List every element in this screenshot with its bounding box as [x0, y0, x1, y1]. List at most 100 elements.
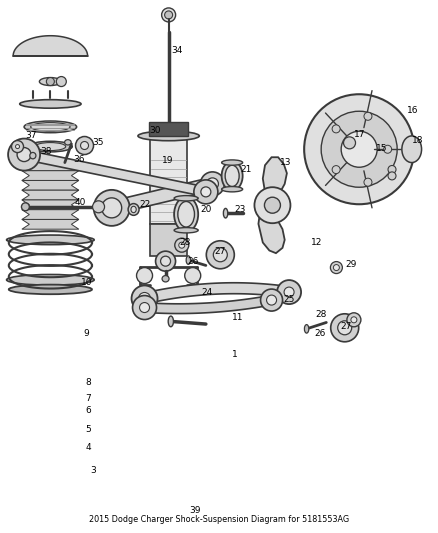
- Text: 10: 10: [81, 278, 92, 287]
- Circle shape: [277, 280, 301, 304]
- Text: 36: 36: [74, 156, 85, 164]
- Ellipse shape: [174, 228, 198, 233]
- Text: 37: 37: [25, 132, 37, 140]
- Text: 23: 23: [234, 205, 246, 214]
- Circle shape: [75, 136, 94, 155]
- Ellipse shape: [131, 206, 136, 213]
- Text: 40: 40: [74, 198, 86, 207]
- Circle shape: [343, 137, 356, 149]
- Circle shape: [8, 139, 40, 171]
- Text: 17: 17: [354, 131, 365, 139]
- Text: 28: 28: [180, 238, 191, 247]
- FancyBboxPatch shape: [150, 136, 187, 224]
- Text: 24: 24: [201, 288, 213, 296]
- Circle shape: [261, 289, 283, 311]
- Circle shape: [11, 141, 24, 152]
- Text: 8: 8: [85, 378, 91, 387]
- Text: 27: 27: [341, 322, 352, 330]
- Circle shape: [201, 172, 224, 196]
- Text: 15: 15: [376, 144, 387, 152]
- Ellipse shape: [168, 316, 173, 327]
- Ellipse shape: [7, 235, 94, 245]
- Text: 6: 6: [85, 406, 91, 415]
- Ellipse shape: [178, 201, 194, 227]
- Circle shape: [165, 11, 173, 19]
- Text: 16: 16: [407, 107, 419, 115]
- Ellipse shape: [65, 140, 71, 145]
- Polygon shape: [22, 209, 79, 220]
- Circle shape: [254, 187, 290, 223]
- Ellipse shape: [174, 196, 198, 201]
- Text: 4: 4: [85, 443, 91, 452]
- Circle shape: [155, 251, 176, 271]
- Ellipse shape: [223, 208, 228, 218]
- Circle shape: [332, 166, 340, 174]
- Circle shape: [265, 197, 280, 213]
- Text: 34: 34: [171, 46, 182, 55]
- Text: 5: 5: [85, 425, 91, 433]
- Text: 20: 20: [201, 205, 212, 214]
- Circle shape: [17, 148, 31, 161]
- Ellipse shape: [20, 100, 81, 108]
- Circle shape: [321, 111, 397, 187]
- Ellipse shape: [222, 160, 243, 165]
- Text: 30: 30: [149, 126, 160, 135]
- Ellipse shape: [30, 152, 36, 159]
- Circle shape: [384, 145, 392, 154]
- Ellipse shape: [128, 204, 139, 215]
- Text: 38: 38: [40, 148, 52, 156]
- Polygon shape: [22, 200, 79, 209]
- Text: 7: 7: [85, 394, 91, 403]
- Circle shape: [331, 314, 359, 342]
- Text: 9: 9: [83, 329, 89, 337]
- Ellipse shape: [7, 274, 94, 285]
- Circle shape: [185, 268, 201, 284]
- FancyBboxPatch shape: [150, 224, 187, 256]
- Polygon shape: [22, 161, 79, 171]
- Circle shape: [94, 190, 130, 226]
- Text: 29: 29: [345, 261, 357, 269]
- Ellipse shape: [24, 121, 77, 133]
- Circle shape: [46, 77, 54, 86]
- Circle shape: [194, 180, 218, 204]
- Circle shape: [333, 264, 339, 271]
- Circle shape: [162, 8, 176, 22]
- Text: 25: 25: [284, 295, 295, 304]
- Text: 19: 19: [162, 157, 173, 165]
- Ellipse shape: [39, 77, 61, 86]
- Circle shape: [81, 141, 88, 150]
- Text: 22: 22: [139, 200, 151, 208]
- Ellipse shape: [222, 161, 243, 191]
- Ellipse shape: [28, 141, 72, 152]
- Polygon shape: [13, 36, 88, 56]
- Polygon shape: [22, 190, 79, 200]
- Ellipse shape: [9, 285, 92, 294]
- Circle shape: [138, 293, 151, 304]
- Circle shape: [201, 187, 211, 197]
- Ellipse shape: [402, 136, 421, 163]
- Circle shape: [102, 198, 122, 218]
- Text: 26: 26: [314, 329, 326, 337]
- Circle shape: [351, 317, 357, 323]
- Polygon shape: [145, 295, 272, 313]
- Ellipse shape: [35, 143, 66, 151]
- Ellipse shape: [138, 131, 199, 141]
- Circle shape: [133, 295, 156, 320]
- Circle shape: [140, 303, 149, 312]
- Text: 11: 11: [232, 313, 244, 321]
- Polygon shape: [22, 220, 79, 229]
- Circle shape: [304, 94, 414, 204]
- Circle shape: [347, 313, 361, 327]
- FancyBboxPatch shape: [149, 122, 188, 136]
- Ellipse shape: [186, 256, 191, 264]
- Text: 21: 21: [240, 165, 251, 174]
- Circle shape: [388, 165, 396, 174]
- Ellipse shape: [21, 203, 29, 211]
- Circle shape: [332, 125, 340, 133]
- Circle shape: [338, 321, 352, 335]
- Circle shape: [364, 178, 372, 186]
- Circle shape: [179, 242, 185, 248]
- Circle shape: [15, 144, 20, 149]
- Circle shape: [92, 201, 105, 213]
- Ellipse shape: [174, 197, 198, 231]
